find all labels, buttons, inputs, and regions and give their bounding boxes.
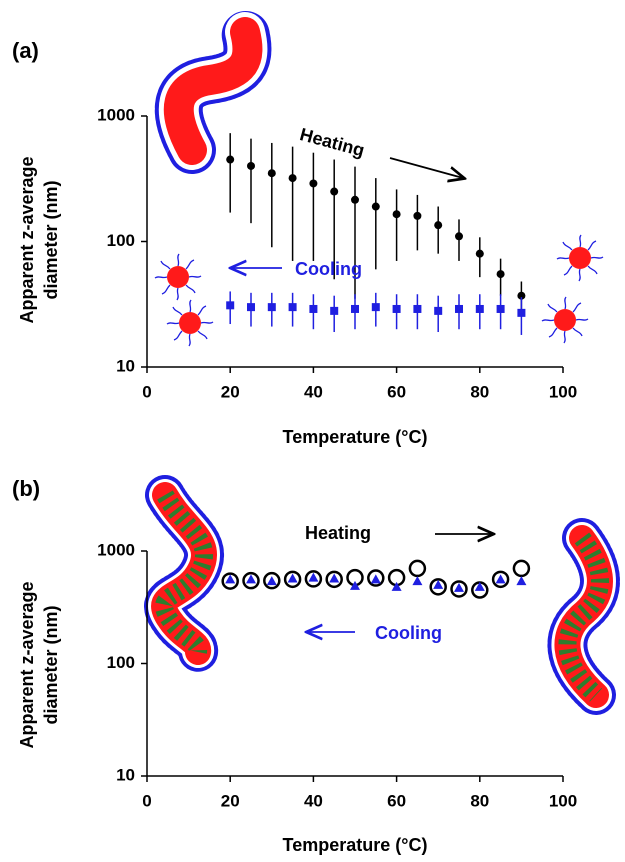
marker: [266, 576, 277, 586]
marker: [350, 580, 360, 590]
marker: [246, 574, 256, 584]
y-tick-label: 1000: [97, 105, 135, 124]
marker: [288, 174, 297, 183]
marker: [517, 308, 526, 317]
x-tick-label: 40: [304, 791, 323, 810]
micelle-illustration: [166, 299, 214, 347]
marker: [517, 291, 526, 300]
marker: [455, 304, 463, 313]
marker: [309, 179, 318, 188]
marker: [496, 304, 505, 313]
arrow: [389, 157, 463, 178]
marker: [247, 161, 255, 170]
micelle-illustration: [154, 253, 202, 301]
x-tick-label: 20: [221, 791, 240, 810]
annotation: Cooling: [375, 623, 442, 643]
x-tick-label: 80: [470, 791, 489, 810]
y-axis-title: Apparent z-average: [17, 156, 37, 323]
marker: [287, 573, 298, 583]
marker: [429, 578, 447, 596]
marker: [392, 304, 401, 313]
marker: [242, 571, 260, 590]
x-axis-title: Temperature (°C): [283, 835, 428, 855]
marker: [226, 155, 235, 164]
marker: [247, 303, 255, 312]
marker: [371, 303, 380, 312]
marker: [450, 580, 468, 598]
marker: [495, 574, 506, 584]
y-axis-title: Apparent z-average: [17, 581, 37, 748]
micelle-illustration: [556, 234, 604, 282]
x-tick-label: 0: [142, 791, 151, 810]
x-tick-label: 40: [304, 382, 323, 401]
x-tick-label: 100: [549, 791, 577, 810]
marker: [221, 572, 239, 590]
x-tick-label: 60: [387, 791, 406, 810]
panel-label: (b): [12, 476, 40, 501]
marker: [496, 270, 505, 279]
y-tick-label: 100: [107, 231, 135, 250]
marker: [413, 304, 422, 313]
x-tick-label: 20: [221, 382, 240, 401]
marker: [408, 559, 427, 578]
marker: [474, 581, 485, 591]
marker: [267, 169, 276, 178]
marker: [330, 187, 339, 196]
marker: [512, 559, 531, 578]
marker: [308, 572, 319, 582]
panel-label: (a): [12, 38, 39, 63]
marker: [391, 581, 402, 591]
x-tick-label: 0: [142, 382, 151, 401]
marker: [263, 571, 281, 590]
y-tick-label: 10: [116, 765, 135, 784]
worm-illustration: [144, 475, 620, 715]
marker: [455, 232, 463, 241]
marker: [267, 303, 276, 312]
marker: [475, 249, 484, 258]
y-tick-label: 10: [116, 356, 135, 375]
marker: [370, 574, 381, 584]
y-tick-label: 100: [107, 653, 135, 672]
marker: [283, 570, 302, 589]
y-axis-title: diameter (nm): [41, 180, 61, 299]
x-tick-label: 100: [549, 382, 577, 401]
y-tick-label: 1000: [97, 540, 135, 559]
marker: [330, 306, 339, 315]
annotation: Cooling: [295, 259, 362, 279]
marker: [226, 301, 235, 310]
marker: [434, 306, 443, 315]
marker: [329, 573, 340, 583]
marker: [475, 304, 484, 313]
marker: [288, 303, 297, 312]
marker: [371, 202, 380, 211]
marker: [351, 195, 359, 204]
x-tick-label: 80: [470, 382, 489, 401]
x-tick-label: 60: [387, 382, 406, 401]
marker: [516, 576, 527, 586]
marker: [392, 210, 401, 219]
marker: [413, 211, 422, 220]
annotation: Heating: [305, 523, 371, 543]
worm-illustration: [154, 8, 272, 174]
x-axis-title: Temperature (°C): [283, 427, 428, 447]
marker: [454, 582, 464, 592]
micelle-illustration: [541, 296, 589, 344]
y-axis-title: diameter (nm): [41, 605, 61, 724]
marker: [434, 221, 443, 230]
marker: [325, 570, 343, 589]
marker: [225, 574, 236, 584]
marker: [412, 576, 423, 586]
marker: [304, 570, 323, 588]
marker: [491, 570, 510, 589]
marker: [367, 569, 385, 587]
marker: [433, 579, 444, 589]
marker: [309, 304, 318, 313]
annotation: Heating: [298, 124, 367, 160]
marker: [351, 304, 359, 313]
